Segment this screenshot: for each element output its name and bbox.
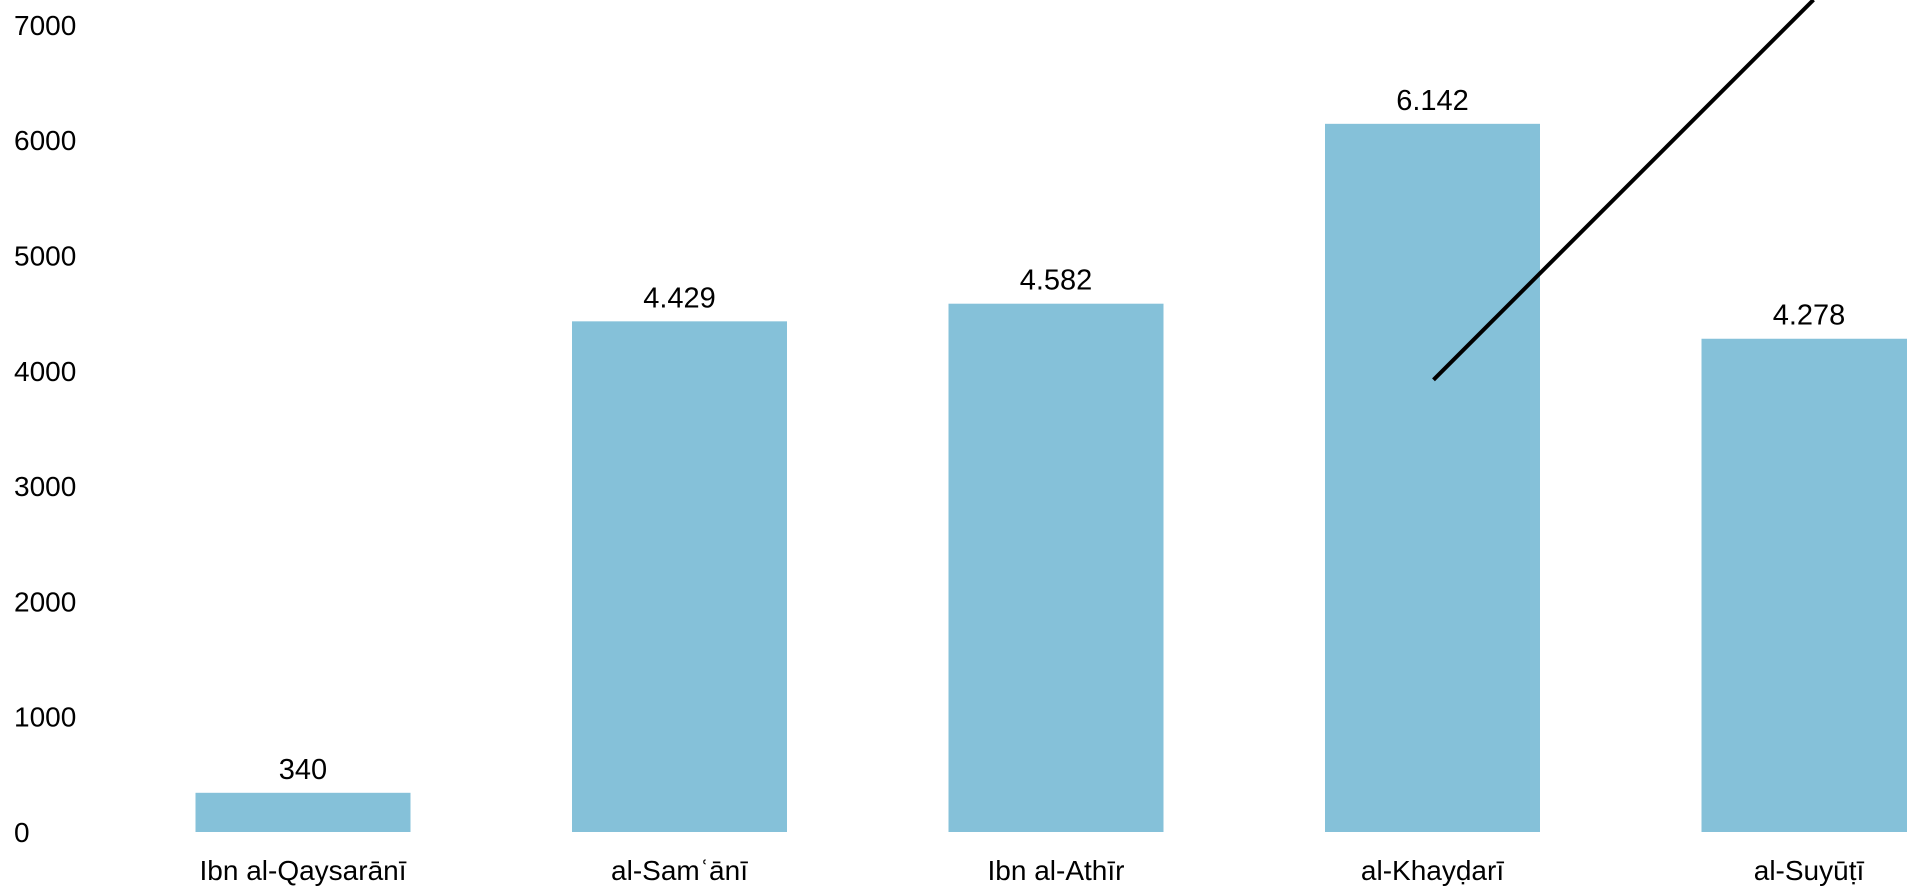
y-tick-label: 7000 xyxy=(14,10,76,41)
y-tick-label: 1000 xyxy=(14,702,76,733)
bar xyxy=(572,321,787,832)
data-label: 340 xyxy=(279,754,327,786)
y-tick-label: 4000 xyxy=(14,356,76,387)
y-axis-ticks: 0 1000 2000 3000 4000 5000 6000 7000 xyxy=(14,10,76,848)
category-label: al-Suyūṭī xyxy=(1754,855,1865,886)
y-tick-label: 2000 xyxy=(14,586,76,617)
bars xyxy=(195,123,1907,833)
annotation-line xyxy=(1432,0,1815,382)
y-tick-label: 3000 xyxy=(14,471,76,502)
annotation xyxy=(1432,0,1815,382)
data-label: 4.429 xyxy=(643,282,716,314)
bar xyxy=(195,792,411,832)
x-axis-categories: Ibn al-Qaysarānī al-Samʿānī Ibn al-Athīr al… xyxy=(200,855,1865,886)
bar xyxy=(1325,123,1540,833)
category-label: al-Khayḍarī xyxy=(1361,855,1504,886)
category-label: Ibn al-Athīr xyxy=(988,855,1125,886)
data-label: 6.142 xyxy=(1396,85,1469,117)
y-tick-label: 5000 xyxy=(14,241,76,272)
data-labels: 340 4.429 4.582 6.142 4.278 xyxy=(279,85,1845,786)
data-label: 4.278 xyxy=(1773,300,1846,332)
y-tick-label: 0 xyxy=(14,817,30,848)
y-tick-label: 6000 xyxy=(14,125,76,156)
bar xyxy=(1701,338,1907,832)
bar xyxy=(948,303,1164,832)
category-label: al-Samʿānī xyxy=(611,855,748,886)
category-label: Ibn al-Qaysarānī xyxy=(200,855,407,886)
data-label: 4.582 xyxy=(1020,265,1093,297)
